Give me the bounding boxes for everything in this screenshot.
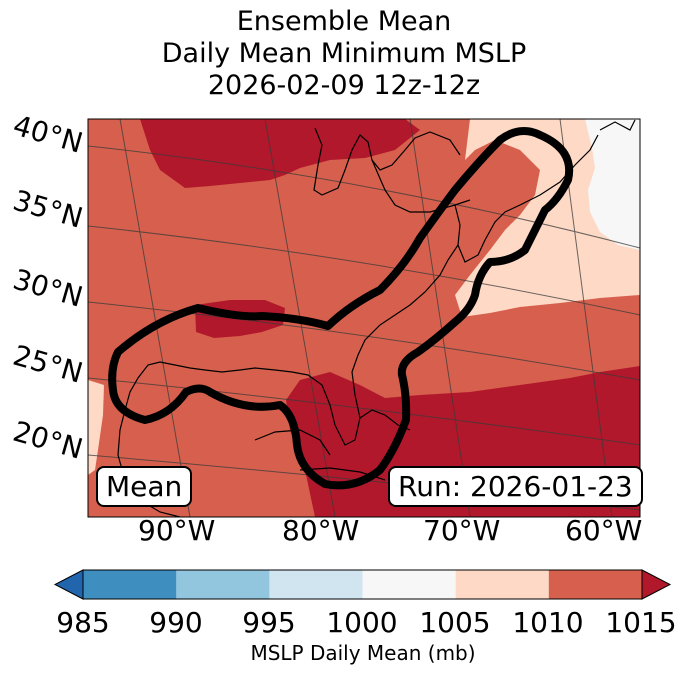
lon-label-90w: 90°W xyxy=(138,514,216,547)
mean-label-box: Mean xyxy=(96,466,193,507)
lon-label-80w: 80°W xyxy=(282,514,360,547)
mslp-field-high-north xyxy=(140,119,420,188)
mslp-field-low-northeast xyxy=(585,119,640,250)
colorbar-under-arrow xyxy=(53,569,84,600)
colorbar-segment xyxy=(269,570,363,599)
title-line-2: Daily Mean Minimum MSLP xyxy=(161,38,527,69)
mslp-field-mid-west xyxy=(88,380,104,475)
colorbar-segment xyxy=(83,570,177,599)
colorbar-tick-1005: 1005 xyxy=(419,606,491,639)
run-date-box: Run: 2026-01-23 xyxy=(388,466,643,507)
lon-label-70w: 70°W xyxy=(423,514,501,547)
title-line-1: Ensemble Mean xyxy=(236,6,452,37)
lon-label-60w: 60°W xyxy=(565,514,643,547)
colorbar-segment xyxy=(362,570,457,599)
colorbar-tick-1015: 1015 xyxy=(605,606,677,639)
colorbar-segment xyxy=(455,570,550,599)
colorbar-label: MSLP Daily Mean (mb) xyxy=(250,641,476,665)
colorbar-tick-1010: 1010 xyxy=(512,606,584,639)
map-frame xyxy=(87,118,641,518)
colorbar-segment xyxy=(176,570,270,599)
colorbar-tick-990: 990 xyxy=(149,606,203,639)
colorbar-tick-985: 985 xyxy=(56,606,110,639)
colorbar-over-arrow xyxy=(641,569,672,600)
colorbar-tick-1000: 1000 xyxy=(326,606,398,639)
title-line-3: 2026-02-09 12z-12z xyxy=(207,70,481,101)
graticule xyxy=(88,119,640,517)
colorbar-segment xyxy=(548,570,643,599)
mslp-field-mid-northeast xyxy=(455,119,640,317)
colorbar-tick-995: 995 xyxy=(242,606,296,639)
highlighted-region-outline xyxy=(108,127,574,490)
